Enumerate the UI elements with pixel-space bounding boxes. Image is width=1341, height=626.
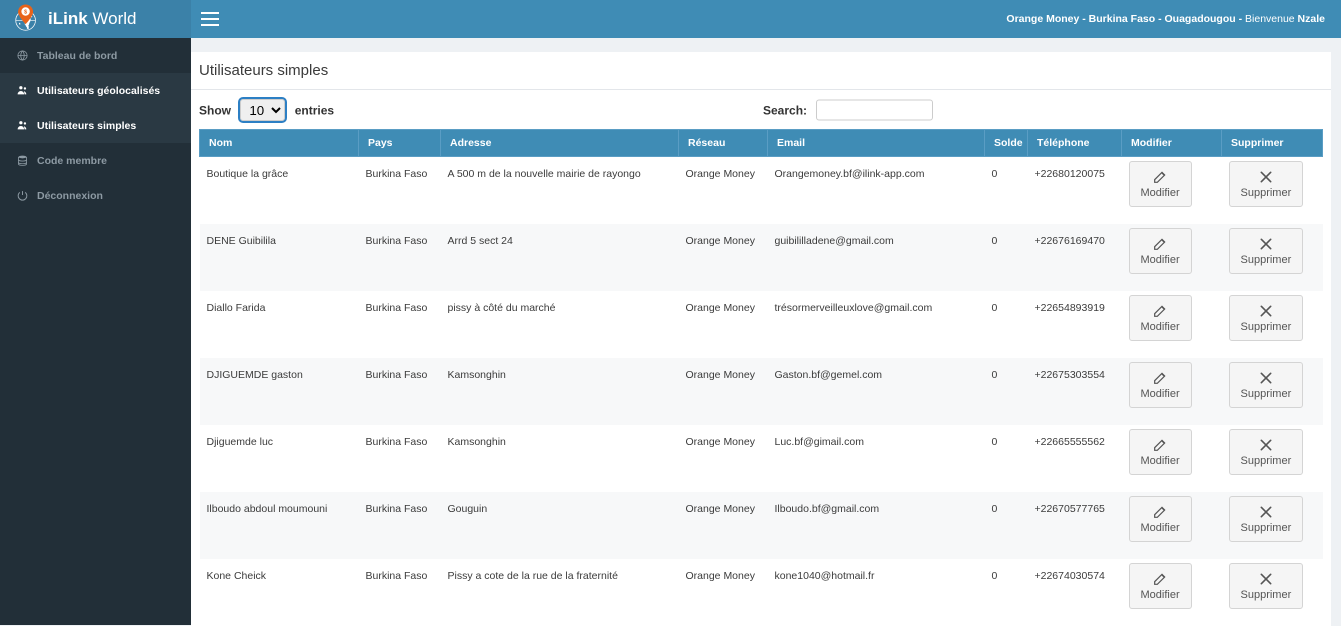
svg-text:$: $	[24, 10, 27, 16]
